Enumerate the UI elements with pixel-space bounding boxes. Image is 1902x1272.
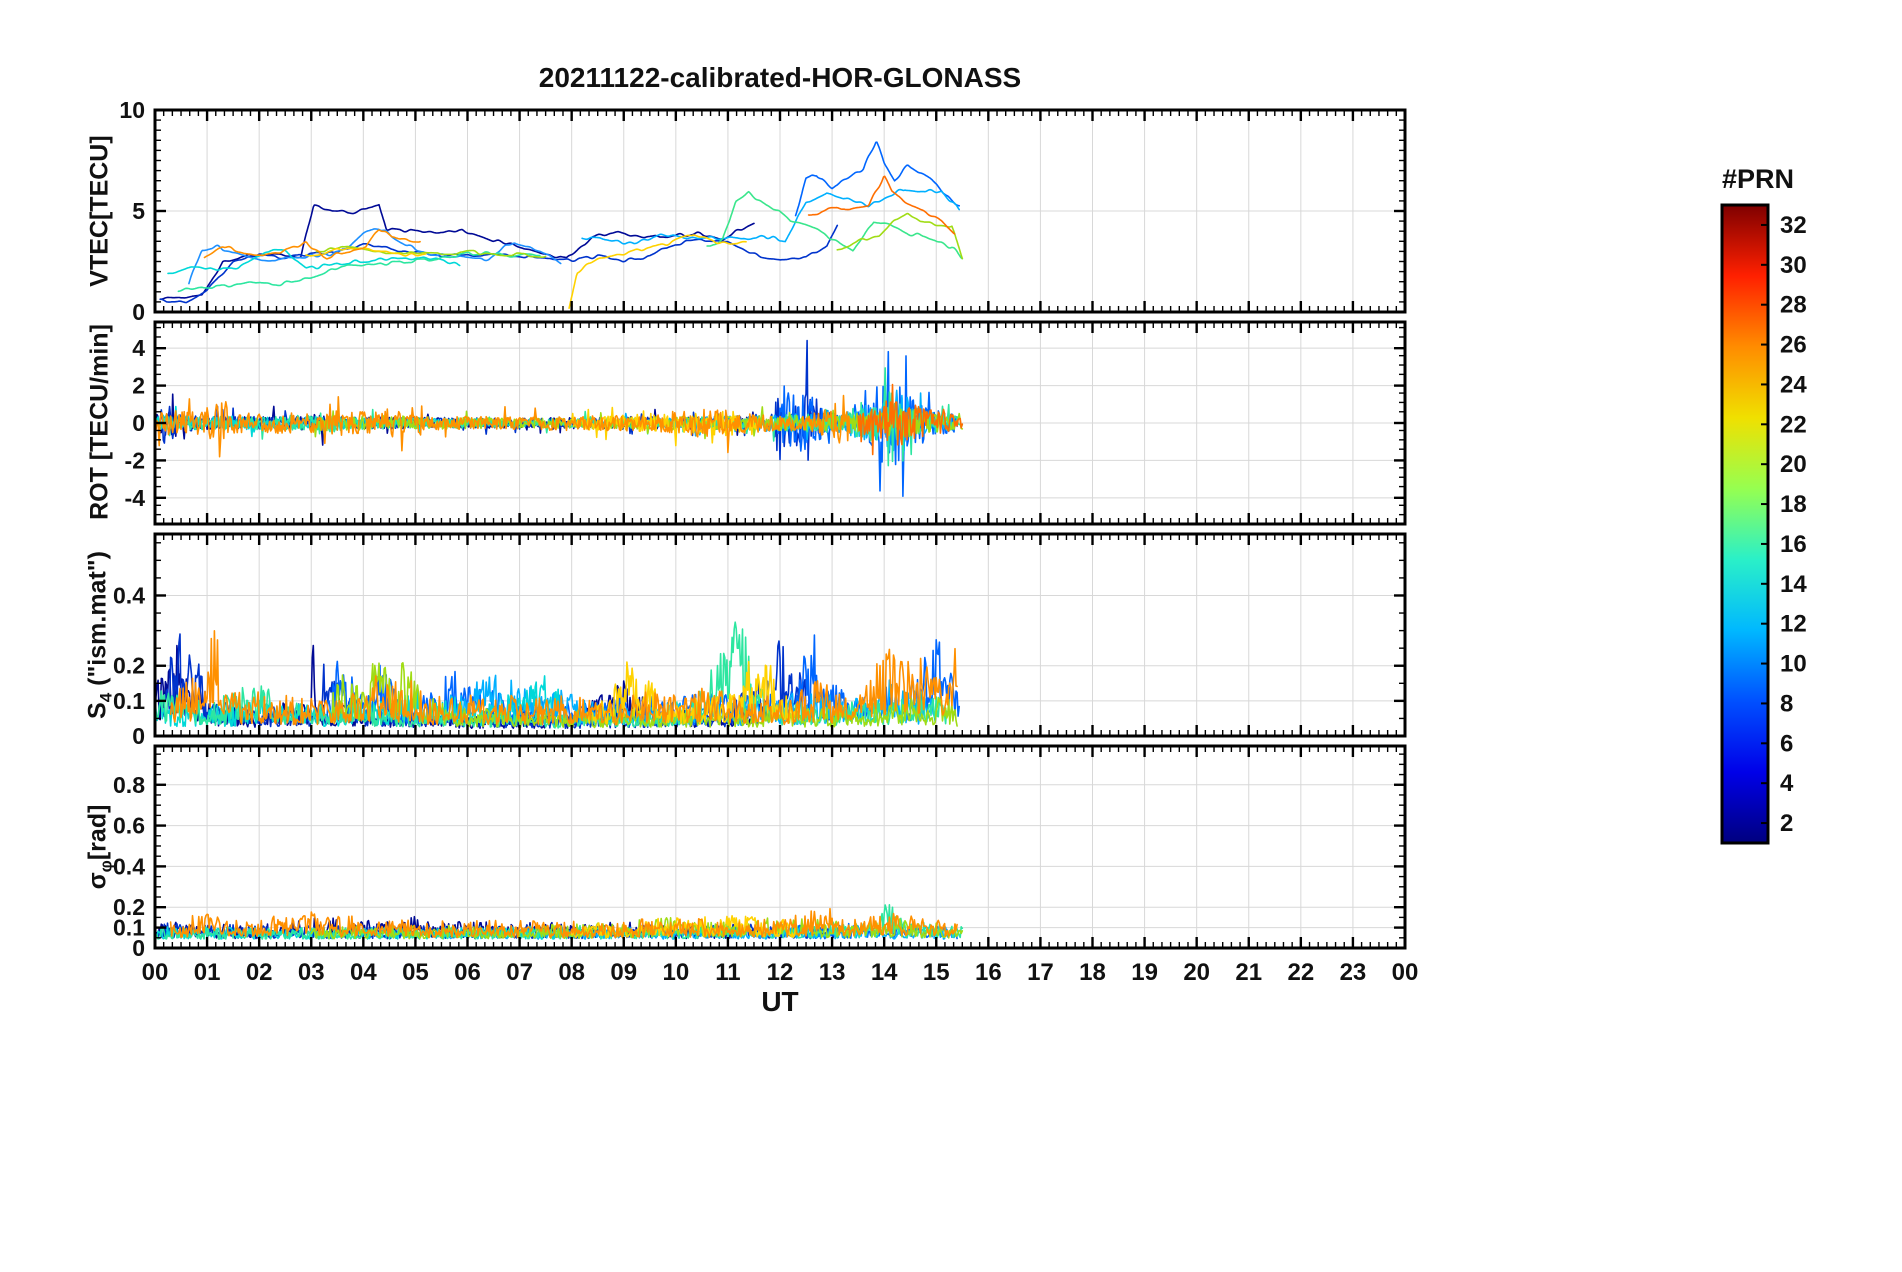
svg-text:30: 30 xyxy=(1780,252,1807,279)
sigma-label-rest: [rad] xyxy=(83,804,112,861)
svg-text:22: 22 xyxy=(1287,959,1314,986)
svg-text:10: 10 xyxy=(119,97,145,123)
svg-text:12: 12 xyxy=(1780,611,1807,638)
y-axis-label-sigma-phi: σφ[rad] xyxy=(84,805,117,890)
y-axis-label-vtec-text: VTEC[TECU] xyxy=(85,135,114,287)
svg-text:5: 5 xyxy=(132,198,145,224)
svg-text:07: 07 xyxy=(506,959,533,986)
svg-text:20: 20 xyxy=(1183,959,1210,986)
svg-text:09: 09 xyxy=(610,959,637,986)
svg-text:02: 02 xyxy=(246,959,273,986)
svg-text:14: 14 xyxy=(871,959,898,986)
svg-text:10: 10 xyxy=(1780,651,1807,678)
svg-text:6: 6 xyxy=(1780,730,1793,757)
svg-text:-2: -2 xyxy=(125,447,145,473)
svg-text:4: 4 xyxy=(132,335,145,361)
sigma-label-main: σ xyxy=(83,872,112,890)
svg-text:24: 24 xyxy=(1780,371,1807,398)
s4-label-rest: ("ism.mat") xyxy=(83,551,112,693)
svg-text:11: 11 xyxy=(715,959,740,986)
svg-text:4: 4 xyxy=(1780,770,1794,797)
colorbar-title: #PRN xyxy=(1721,164,1795,194)
svg-text:0.8: 0.8 xyxy=(113,772,145,798)
x-axis-label: UT xyxy=(761,986,799,1017)
svg-text:01: 01 xyxy=(194,959,221,986)
s4-label-main: S xyxy=(83,702,112,719)
svg-text:06: 06 xyxy=(454,959,481,986)
svg-text:2: 2 xyxy=(1780,810,1793,837)
y-axis-label-rot: ROT [TECU/min] xyxy=(86,324,115,520)
y-axis-label-rot-text: ROT [TECU/min] xyxy=(85,324,114,520)
svg-text:03: 03 xyxy=(298,959,325,986)
svg-text:17: 17 xyxy=(1027,959,1054,986)
svg-text:14: 14 xyxy=(1780,571,1807,598)
svg-text:21: 21 xyxy=(1235,959,1262,986)
sigma-label-sub: φ xyxy=(96,860,116,873)
svg-text:00: 00 xyxy=(1392,959,1419,986)
svg-text:8: 8 xyxy=(1780,690,1793,717)
svg-text:0.4: 0.4 xyxy=(113,853,145,879)
svg-text:0.2: 0.2 xyxy=(113,894,145,920)
svg-text:12: 12 xyxy=(767,959,794,986)
svg-text:18: 18 xyxy=(1079,959,1106,986)
y-axis-label-vtec: VTEC[TECU] xyxy=(86,135,115,286)
s4-label-sub: 4 xyxy=(96,692,116,703)
svg-text:32: 32 xyxy=(1780,212,1807,239)
svg-text:2: 2 xyxy=(132,373,145,399)
svg-text:10: 10 xyxy=(662,959,689,986)
svg-text:00: 00 xyxy=(142,959,169,986)
svg-text:26: 26 xyxy=(1780,332,1807,359)
svg-text:04: 04 xyxy=(350,959,377,986)
svg-text:-4: -4 xyxy=(125,485,146,511)
svg-text:15: 15 xyxy=(923,959,950,986)
svg-text:05: 05 xyxy=(402,959,429,986)
svg-text:22: 22 xyxy=(1780,411,1807,438)
y-axis-label-s4: S4 ("ism.mat") xyxy=(84,551,117,719)
svg-text:0: 0 xyxy=(132,935,145,961)
svg-text:28: 28 xyxy=(1780,292,1807,319)
svg-text:0.1: 0.1 xyxy=(113,915,145,941)
svg-text:0.1: 0.1 xyxy=(113,688,145,714)
svg-text:16: 16 xyxy=(975,959,1002,986)
svg-text:0.4: 0.4 xyxy=(113,582,145,608)
svg-text:08: 08 xyxy=(558,959,585,986)
svg-text:16: 16 xyxy=(1780,531,1807,558)
svg-text:0.6: 0.6 xyxy=(113,813,145,839)
svg-text:0: 0 xyxy=(132,410,145,436)
svg-text:13: 13 xyxy=(819,959,846,986)
svg-text:19: 19 xyxy=(1131,959,1158,986)
chart-title: 20211122-calibrated-HOR-GLONASS xyxy=(538,62,1022,93)
svg-text:18: 18 xyxy=(1780,491,1807,518)
svg-text:20: 20 xyxy=(1780,451,1807,478)
svg-text:23: 23 xyxy=(1340,959,1367,986)
svg-text:0: 0 xyxy=(132,299,145,325)
svg-text:0: 0 xyxy=(132,723,145,749)
svg-text:0.2: 0.2 xyxy=(113,653,145,679)
